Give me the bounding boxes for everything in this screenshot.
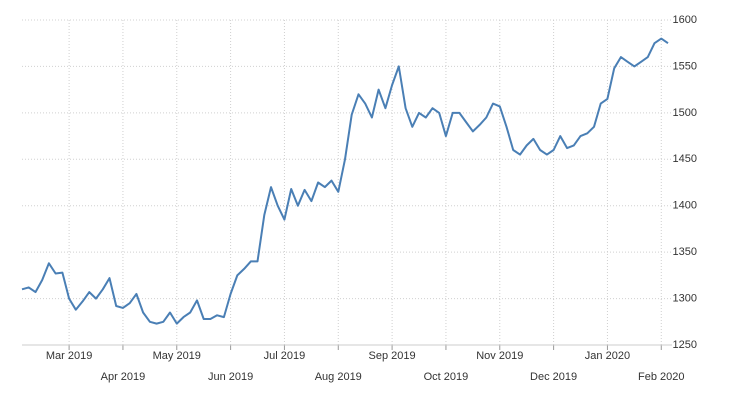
x-tick-label: May 2019 — [153, 350, 201, 362]
y-tick-label: 1350 — [673, 246, 697, 258]
y-tick-label: 1600 — [673, 14, 697, 26]
price-line — [21, 37, 669, 325]
x-tick-label: Mar 2019 — [46, 350, 92, 362]
x-tick-label: Nov 2019 — [476, 350, 523, 362]
y-tick-label: 1250 — [673, 339, 697, 351]
x-tick-label: Sep 2019 — [369, 350, 416, 362]
x-tick-label: Feb 2020 — [638, 371, 684, 383]
x-tick-label: Oct 2019 — [424, 371, 469, 383]
y-tick-label: 1450 — [673, 153, 697, 165]
x-tick-label: Aug 2019 — [315, 371, 362, 383]
y-tick-label: 1300 — [673, 292, 697, 304]
x-tick-label: Apr 2019 — [101, 371, 146, 383]
x-tick-label: Dec 2019 — [530, 371, 577, 383]
y-tick-label: 1550 — [673, 60, 697, 72]
y-tick-label: 1500 — [673, 107, 697, 119]
y-tick-label: 1400 — [673, 200, 697, 212]
x-tick-label: Jun 2019 — [208, 371, 253, 383]
x-tick-label: Jul 2019 — [264, 350, 306, 362]
x-tick-label: Jan 2020 — [585, 350, 630, 362]
